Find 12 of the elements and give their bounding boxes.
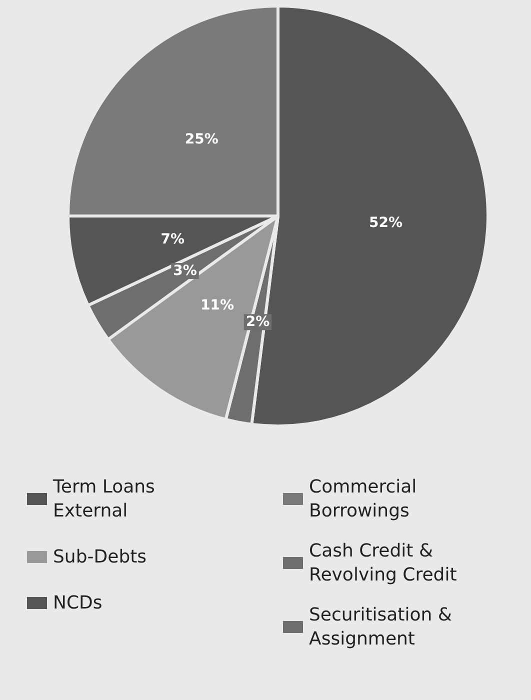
legend-label: Securitisation & Assignment <box>309 604 458 650</box>
legend-label: Term Loans External <box>52 476 161 522</box>
data-label: 7% <box>160 232 184 248</box>
legend-label: NCDs <box>53 592 102 614</box>
data-label: 11% <box>200 297 234 314</box>
data-label: 25% <box>184 132 218 148</box>
legend-label: Commercial Borrowings <box>309 476 422 522</box>
legend-label: Sub-Debts <box>53 546 147 568</box>
data-label: 52% <box>369 214 403 231</box>
data-label: 3% <box>173 262 197 279</box>
legend-label: Cash Credit & Revolving Credit <box>309 540 457 586</box>
data-label: 2% <box>246 314 270 330</box>
